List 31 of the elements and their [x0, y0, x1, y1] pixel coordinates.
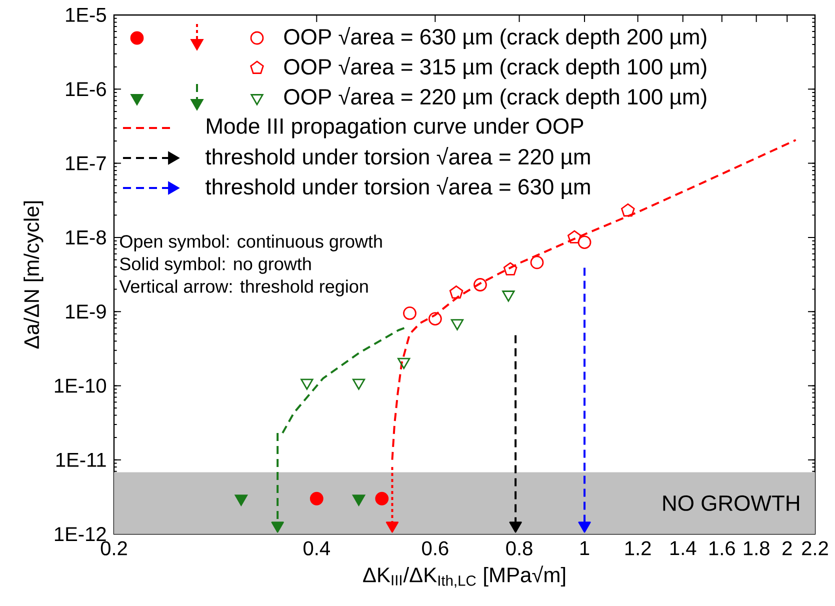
legend-label: threshold under torsion √area = 220 µm	[206, 147, 590, 169]
y-tick-label: 1E-10	[54, 378, 106, 393]
x-tick-label: 1.2	[625, 541, 651, 556]
y-tick-label: 1E-11	[56, 452, 106, 467]
y-tick-label: 1E-5	[66, 8, 106, 22]
y-tick-label: 1E-8	[66, 230, 106, 245]
y-tick-label: 1E-6	[66, 82, 106, 96]
x-tick-label: 0.8	[506, 541, 532, 556]
y-tick-label: 1E-12	[54, 527, 106, 541]
x-tick-label: 0.2	[100, 541, 127, 556]
y-tick-label: 1E-9	[66, 304, 106, 319]
legend-label: OOP √area = 220 µm (crack depth 100 µm)	[284, 87, 706, 109]
band-label: NO GROWTH	[663, 495, 800, 511]
x-tick-label: 0.6	[422, 541, 448, 556]
x-tick-label: 1.6	[710, 541, 735, 556]
annotation: Solid symbol: no growth	[120, 257, 311, 274]
legend-label: OOP √area = 315 µm (crack depth 100 µm)	[284, 57, 706, 79]
x-tick-label: 0.4	[304, 541, 330, 556]
x-axis-title: ΔK$_{III}$/ΔK$_{Ith,LC}$ [MPa√m]	[363, 566, 566, 588]
x-tick-label: 2.2	[802, 541, 828, 556]
legend-label: threshold under torsion √area = 630 µm	[206, 177, 590, 199]
x-tick-label: 2	[782, 541, 792, 556]
x-tick-label: 1.4	[670, 541, 696, 555]
legend-label: OOP √area = 630 µm (crack depth 200 µm)	[284, 27, 706, 49]
legend-label: Mode III propagation curve under OOP	[207, 118, 584, 138]
annotation: Vertical arrow: threshold region	[119, 280, 368, 296]
annotation: Open symbol: continuous growth	[120, 234, 382, 252]
y-axis-title: Δa/ΔN [m/cycle]	[24, 201, 44, 349]
x-tick-label: 1	[580, 541, 590, 555]
y-tick-label: 1E-7	[66, 156, 106, 170]
x-tick-label: 1.8	[744, 541, 770, 556]
